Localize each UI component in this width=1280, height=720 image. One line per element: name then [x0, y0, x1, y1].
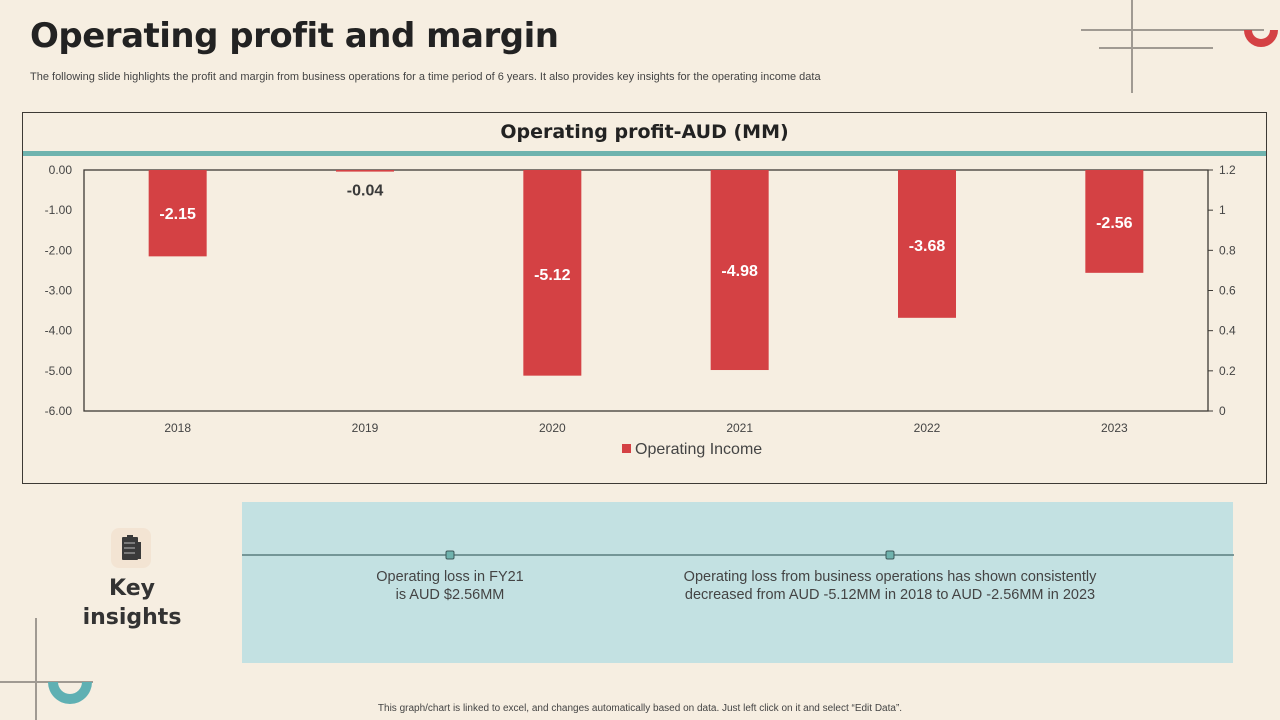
- x-tick-label: 2018: [164, 421, 191, 435]
- x-tick-label: 2020: [539, 421, 566, 435]
- timeline-marker-1: [445, 550, 455, 560]
- deco-teal-semicircle: [48, 682, 92, 704]
- y2-tick-label: 1.2: [1219, 163, 1236, 177]
- y2-tick-label: 0.8: [1219, 243, 1236, 257]
- clipboard-checklist-icon: [122, 535, 141, 560]
- bar-2020[interactable]: [523, 170, 582, 376]
- insights-timeline: [242, 550, 1234, 560]
- chart-title-underline: [23, 151, 1266, 156]
- plot-area-frame: [83, 169, 1209, 412]
- y2-tick-label: 1: [1219, 203, 1226, 217]
- y-axis-left: 0.00 -1.00 -2.00 -3.00 -4.00 -5.00 -6.00: [45, 163, 73, 418]
- insight-1-line2: is AUD $2.56MM: [395, 587, 505, 603]
- deco-line-h-bottom: [0, 681, 93, 683]
- y-axis-right: 1.2 1 0.8 0.6 0.4 0.2 0: [1208, 163, 1236, 418]
- bar-2019[interactable]: [336, 170, 394, 172]
- y2-tick-label: 0.2: [1219, 364, 1236, 378]
- deco-line-v-bottom: [35, 618, 37, 720]
- timeline-marker-2: [885, 550, 895, 560]
- x-tick-label: 2021: [726, 421, 753, 435]
- data-label-2021: -4.98: [721, 263, 758, 280]
- insights-icon-box: [111, 528, 151, 568]
- deco-line-h-top1: [1081, 29, 1264, 31]
- y2-tick-label: 0.6: [1219, 284, 1236, 298]
- legend-label: Operating Income: [635, 441, 762, 458]
- footer-note: This graph/chart is linked to excel, and…: [377, 703, 903, 714]
- insight-1: Operating loss in FY21 is AUD $2.56MM: [340, 568, 560, 604]
- page-subtitle: The following slide highlights the profi…: [30, 71, 821, 83]
- operating-income-chart[interactable]: 0.00 -1.00 -2.00 -3.00 -4.00 -5.00 -6.00 1.2 1 0…: [0, 0, 1280, 490]
- data-label-2023: -2.56: [1096, 215, 1133, 232]
- bar-2021[interactable]: [710, 170, 769, 371]
- y-tick-label: -4.00: [45, 324, 73, 338]
- y-tick-label: 0.00: [49, 163, 73, 177]
- bar-2018[interactable]: [148, 170, 207, 257]
- bar-2022[interactable]: [898, 170, 956, 318]
- key-insights-heading-line2: insights: [82, 605, 182, 630]
- chart-title: Operating profit-AUD (MM): [500, 121, 789, 143]
- insights-panel: [242, 502, 1233, 663]
- insight-2-line2: decreased from AUD -5.12MM in 2018 to AU…: [684, 587, 1096, 603]
- y-tick-label: -3.00: [45, 284, 73, 298]
- insight-1-line1: Operating loss in FY21: [376, 569, 524, 585]
- bar-2023[interactable]: [1085, 170, 1144, 273]
- x-tick-label: 2023: [1101, 421, 1128, 435]
- deco-line-v-top: [1131, 0, 1133, 93]
- x-tick-label: 2019: [352, 421, 379, 435]
- deco-red-semicircle: [1244, 30, 1278, 47]
- x-axis: 2018 2019 2020 2021 2022 2023: [164, 421, 1128, 435]
- x-tick-label: 2022: [914, 421, 941, 435]
- y-tick-label: -2.00: [45, 243, 73, 257]
- y2-tick-label: 0.4: [1219, 324, 1236, 338]
- insight-2-line1: Operating loss from business operations …: [683, 569, 1097, 585]
- data-label-2019: -0.04: [347, 183, 384, 200]
- page-title: Operating profit and margin: [30, 16, 559, 56]
- legend-swatch: [622, 444, 631, 453]
- insight-2: Operating loss from business operations …: [640, 568, 1140, 604]
- legend: Operating Income: [622, 441, 762, 458]
- y-tick-label: -5.00: [45, 364, 73, 378]
- data-label-2018: -2.15: [159, 206, 196, 223]
- data-label-2020: -5.12: [534, 267, 571, 284]
- y-tick-label: -1.00: [45, 203, 73, 217]
- chart-container[interactable]: Operating profit-AUD (MM): [22, 112, 1267, 484]
- y2-tick-label: 0: [1219, 404, 1226, 418]
- key-insights-heading: Key insights: [70, 574, 194, 632]
- data-label-2022: -3.68: [909, 238, 946, 255]
- key-insights-heading-line1: Key: [109, 576, 155, 601]
- deco-line-h-top2: [1099, 47, 1213, 49]
- y-tick-label: -6.00: [45, 404, 73, 418]
- bars: -2.15 -0.04 -5.12 -4.98 -3.68 -2.56: [148, 170, 1144, 376]
